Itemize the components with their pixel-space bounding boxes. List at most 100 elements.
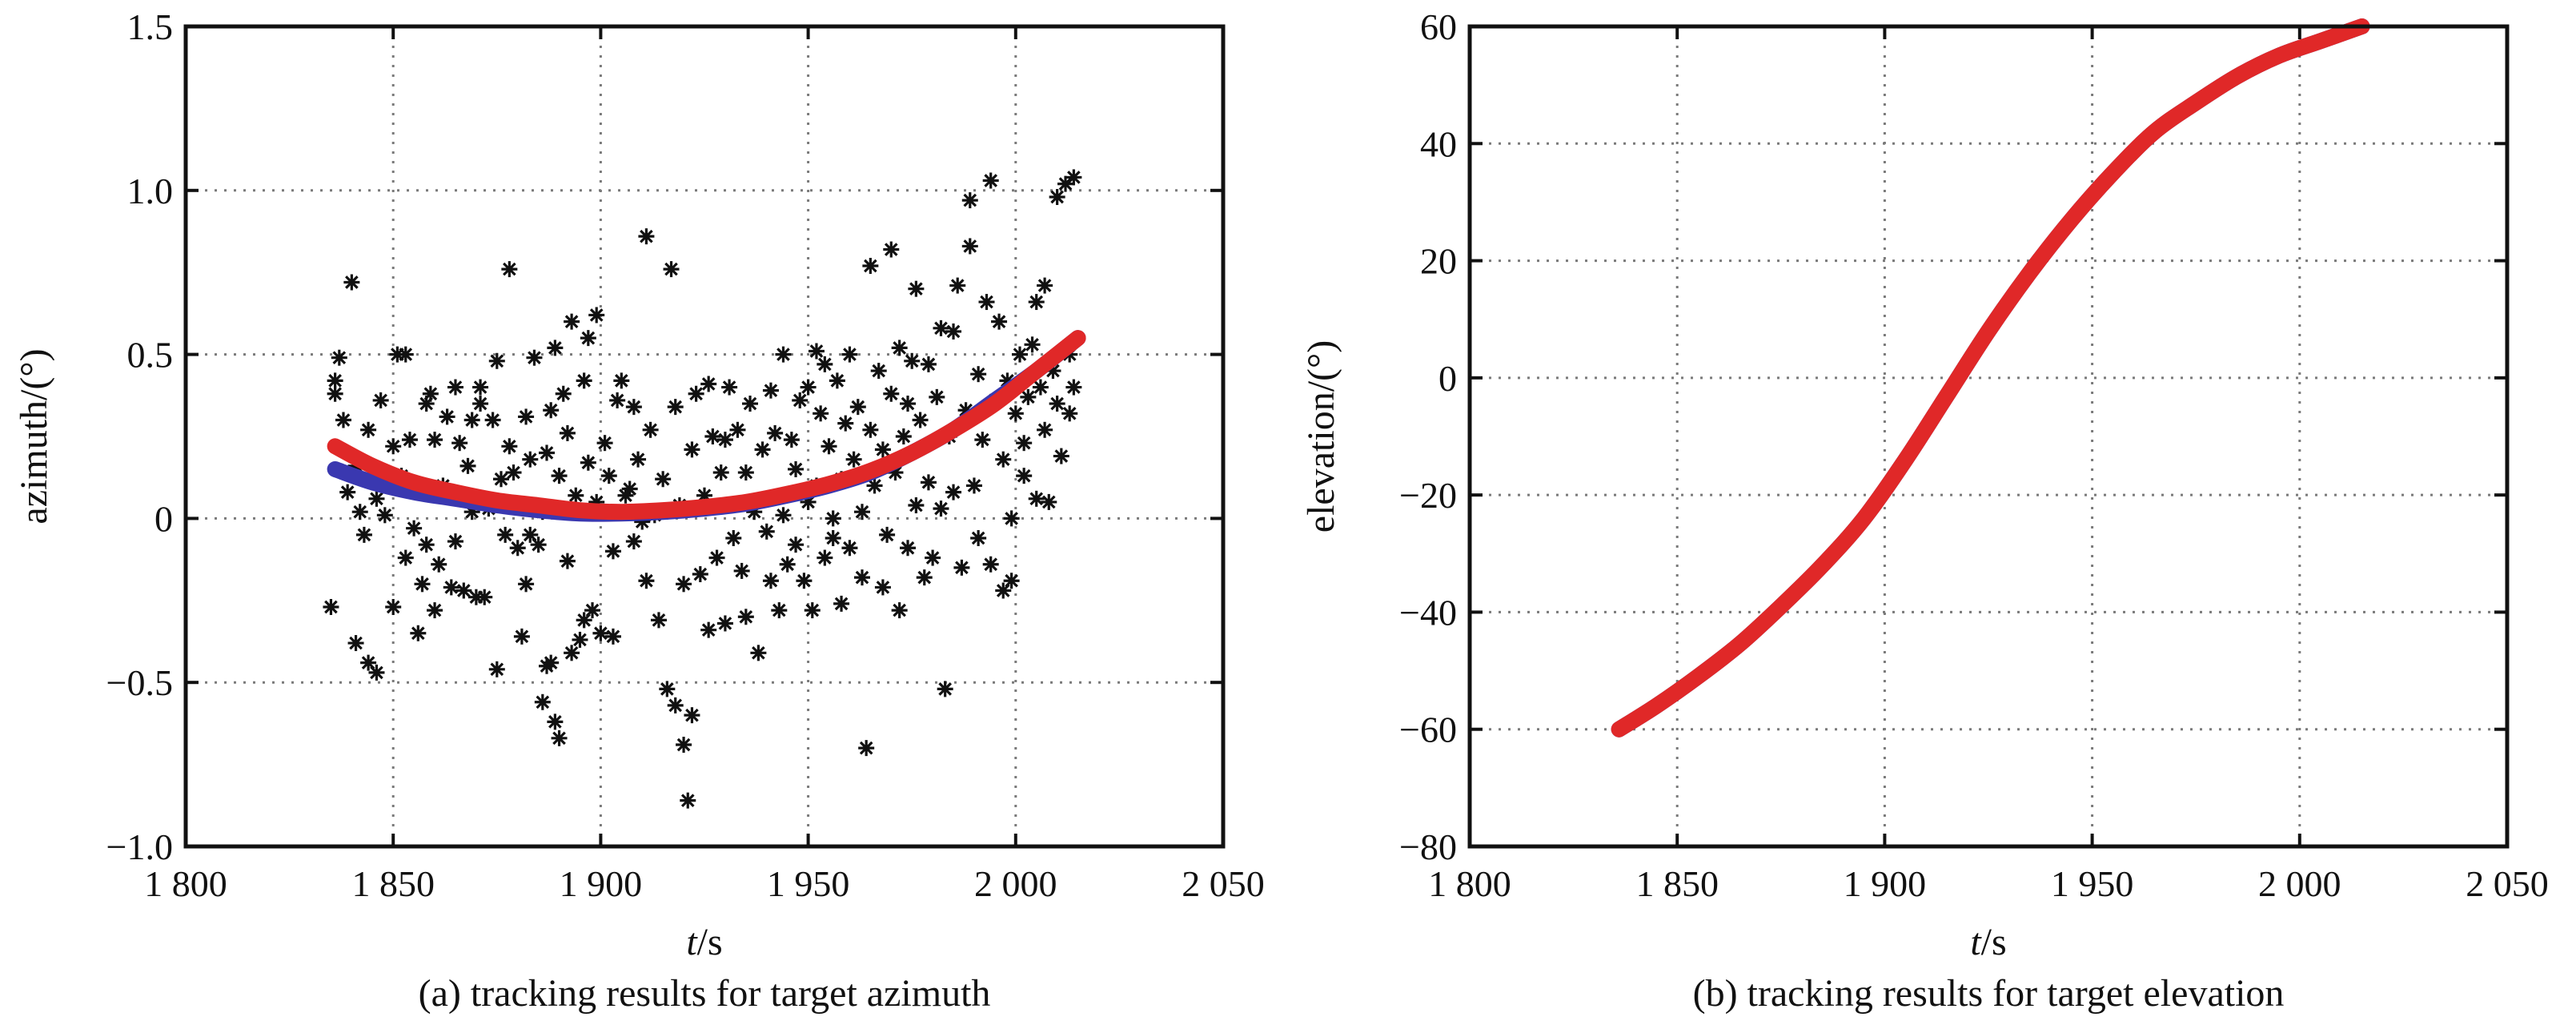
data-point-stroke bbox=[494, 472, 508, 486]
data-point bbox=[900, 540, 917, 557]
data-point-stroke bbox=[950, 279, 965, 292]
data-point-stroke bbox=[532, 537, 545, 552]
data-point-stroke bbox=[893, 603, 906, 617]
y-tick-label: 0 bbox=[1438, 358, 1457, 399]
data-point-stroke bbox=[726, 531, 740, 545]
data-point bbox=[414, 576, 431, 593]
data-point-stroke bbox=[797, 573, 811, 588]
data-point-stroke bbox=[465, 413, 479, 427]
data-point-stroke bbox=[332, 351, 347, 365]
data-point bbox=[659, 681, 676, 697]
data-point bbox=[455, 582, 472, 599]
data-point bbox=[539, 444, 556, 461]
data-point-stroke bbox=[676, 577, 691, 591]
data-point bbox=[522, 451, 539, 468]
data-point bbox=[817, 356, 833, 372]
data-point bbox=[825, 529, 841, 546]
x-tick-label: 2 050 bbox=[2466, 863, 2549, 904]
data-point bbox=[961, 238, 978, 255]
data-point-stroke bbox=[407, 521, 421, 536]
data-point-stroke bbox=[656, 472, 670, 486]
data-point bbox=[750, 645, 767, 661]
data-point-stroke bbox=[660, 682, 674, 696]
data-point bbox=[721, 379, 738, 396]
data-point-stroke bbox=[780, 557, 795, 572]
data-point-stroke bbox=[1062, 406, 1077, 420]
data-point-stroke bbox=[963, 193, 977, 207]
data-point-stroke bbox=[792, 393, 807, 408]
data-point bbox=[874, 579, 891, 596]
data-point-stroke bbox=[764, 573, 778, 588]
data-point-stroke bbox=[652, 613, 666, 627]
data-point-stroke bbox=[801, 380, 815, 394]
data-point bbox=[758, 523, 775, 540]
data-point bbox=[700, 621, 717, 638]
data-point-stroke bbox=[893, 341, 906, 355]
data-point bbox=[343, 274, 360, 291]
data-point bbox=[945, 484, 962, 500]
data-point-stroke bbox=[552, 731, 566, 746]
data-point-stroke bbox=[503, 439, 516, 453]
data-point bbox=[459, 457, 476, 474]
data-point-stroke bbox=[1017, 436, 1031, 450]
data-point-stroke bbox=[606, 545, 620, 558]
data-point bbox=[1057, 175, 1074, 192]
data-point-stroke bbox=[581, 331, 596, 345]
data-point-stroke bbox=[386, 600, 400, 614]
data-point-stroke bbox=[585, 603, 600, 617]
data-point bbox=[492, 471, 509, 488]
data-point-stroke bbox=[606, 629, 620, 644]
data-point-stroke bbox=[328, 387, 342, 401]
data-point-stroke bbox=[680, 794, 695, 807]
data-point-stroke bbox=[1005, 573, 1018, 588]
marker-series bbox=[323, 169, 1082, 809]
data-point bbox=[729, 421, 746, 438]
y-tick-label: −20 bbox=[1399, 475, 1457, 516]
data-point bbox=[833, 595, 850, 612]
data-point-stroke bbox=[548, 715, 562, 729]
data-point bbox=[737, 464, 754, 481]
x-axis-label-unit: /s bbox=[1981, 921, 2007, 963]
data-point-stroke bbox=[560, 554, 575, 568]
data-point bbox=[630, 451, 647, 468]
data-point-stroke bbox=[523, 528, 537, 542]
data-point bbox=[451, 435, 468, 452]
data-point bbox=[355, 526, 372, 543]
data-point bbox=[742, 396, 759, 412]
data-point bbox=[347, 635, 364, 652]
data-point bbox=[825, 510, 841, 527]
data-point-stroke bbox=[1037, 279, 1052, 292]
data-point bbox=[853, 504, 870, 521]
data-point-stroke bbox=[581, 456, 596, 470]
data-point-stroke bbox=[880, 528, 894, 542]
data-point-stroke bbox=[826, 512, 841, 525]
data-point-stroke bbox=[818, 551, 832, 565]
data-point bbox=[916, 569, 933, 586]
data-point bbox=[1016, 435, 1033, 452]
data-point-stroke bbox=[528, 351, 541, 365]
data-point bbox=[684, 441, 700, 458]
data-point bbox=[1065, 169, 1082, 186]
data-point-stroke bbox=[864, 423, 877, 437]
data-point bbox=[933, 500, 949, 517]
data-point-stroke bbox=[564, 315, 579, 328]
data-point-stroke bbox=[963, 239, 977, 253]
data-point bbox=[841, 540, 858, 557]
data-point-stroke bbox=[544, 656, 558, 669]
data-point bbox=[501, 261, 518, 278]
x-tick-label: 2 050 bbox=[1182, 863, 1265, 904]
data-point-stroke bbox=[627, 400, 641, 414]
data-point bbox=[513, 628, 530, 645]
data-point-stroke bbox=[419, 537, 434, 552]
data-point-stroke bbox=[784, 432, 799, 447]
data-point bbox=[908, 497, 925, 514]
data-point-stroke bbox=[739, 609, 753, 624]
data-point bbox=[883, 241, 900, 258]
data-point bbox=[427, 602, 443, 619]
data-point-stroke bbox=[568, 488, 583, 503]
chart-panel-b: 1 800 1 850 1 900 1 950 2 000 2 050 −80 −60 −40 −… bbox=[1300, 6, 2549, 1015]
data-point-stroke bbox=[523, 452, 537, 467]
data-point bbox=[543, 654, 560, 671]
data-point bbox=[1032, 379, 1049, 396]
data-point bbox=[874, 441, 891, 458]
